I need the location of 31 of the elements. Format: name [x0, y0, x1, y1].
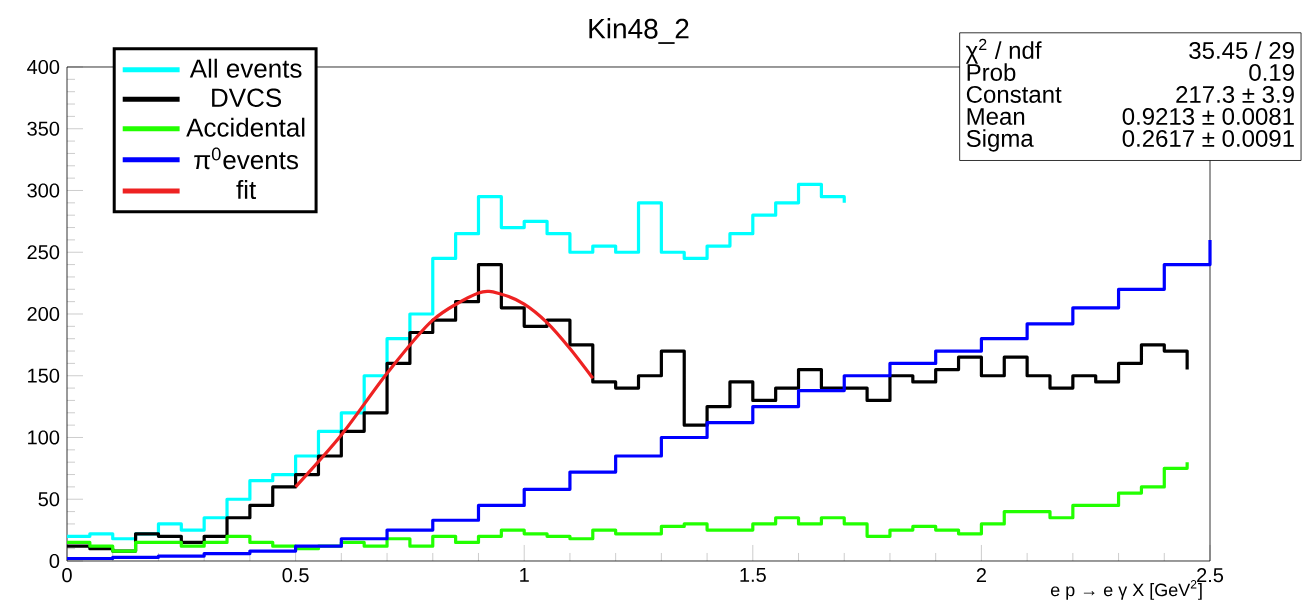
legend-label: DVCS — [212, 88, 282, 107]
x-tick-label: 0.5 — [282, 568, 309, 583]
x-tick-label: 0 — [62, 568, 72, 583]
text: 0.19 — [1249, 63, 1294, 81]
text: 35.45 / 29 — [1189, 41, 1294, 59]
x-tick-label: 1.5 — [740, 568, 766, 582]
y-tick-label: 300 — [27, 183, 60, 198]
legend-label: fit — [236, 179, 257, 200]
y-tick-label: 50 — [38, 492, 60, 507]
annotation: 0.9213 ± 0.0081 — [1122, 107, 1294, 125]
annotation: Sigma — [966, 129, 1034, 152]
chart-title: Kin48_2 — [589, 18, 689, 44]
y-tick-label: 100 — [28, 430, 60, 445]
x-tick-label: 1 — [520, 568, 529, 582]
x-tick-label: 2 — [976, 568, 986, 583]
y-tick-label: 400 — [27, 59, 60, 75]
y-tick-label: 350 — [27, 121, 60, 136]
annotation: Constant — [966, 85, 1062, 103]
y-tick-label: 200 — [27, 306, 60, 322]
annotation: 0.2617 ± 0.0091 — [1122, 129, 1294, 147]
annotation: 217.3 ± 3.9 — [1176, 85, 1294, 103]
y-tick-label: 250 — [27, 245, 60, 260]
x-tick-label: 2.5 — [1197, 568, 1224, 583]
annotation: Mean — [967, 108, 1025, 125]
legend-label: Accidental — [186, 117, 305, 137]
text: χ$^{2}$ / ndf — [965, 38, 1042, 64]
y-tick-label: 150 — [28, 368, 60, 383]
legend-label: π$^{0}$events — [194, 147, 298, 170]
y-tick-label: 0 — [49, 553, 60, 569]
legend-label: All events — [189, 58, 302, 78]
annotation: Prob — [967, 63, 1016, 81]
